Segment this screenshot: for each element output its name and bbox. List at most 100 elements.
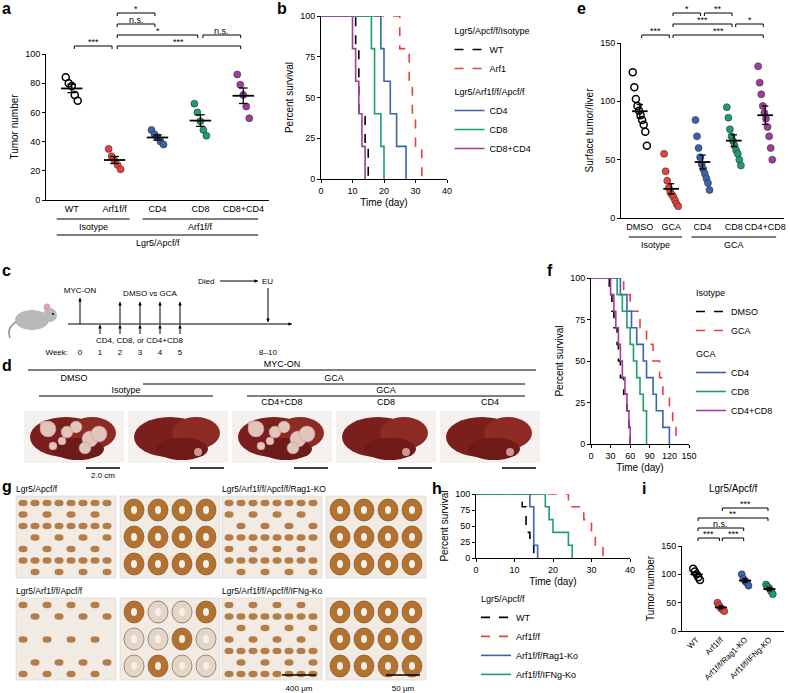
svg-text:0: 0 (465, 553, 470, 563)
svg-text:DMSO vs GCA: DMSO vs GCA (123, 289, 177, 298)
svg-text:Lgr5/Arf1f/f/Apcf/f/Rag1-KO: Lgr5/Arf1f/f/Apcf/f/Rag1-KO (222, 484, 326, 494)
svg-text:Arf1f/f/IFNg-Ko: Arf1f/f/IFNg-Ko (516, 670, 576, 680)
svg-text:n.s.: n.s. (214, 26, 229, 36)
svg-text:Isotype: Isotype (696, 288, 725, 298)
svg-text:MYC-ON: MYC-ON (264, 359, 301, 369)
svg-text:80: 80 (30, 78, 40, 88)
svg-text:3: 3 (138, 348, 143, 357)
svg-text:CD8+CD4: CD8+CD4 (490, 144, 531, 154)
svg-text:CD4+CD8: CD4+CD8 (745, 222, 786, 232)
svg-text:40: 40 (30, 137, 40, 147)
svg-text:WT: WT (516, 613, 530, 623)
svg-text:50 μm: 50 μm (392, 684, 415, 693)
svg-text:20: 20 (379, 186, 389, 196)
svg-text:Arf1f/f: Arf1f/f (103, 204, 128, 214)
svg-text:CD4: CD4 (148, 204, 166, 214)
svg-text:Arf1f/f: Arf1f/f (516, 632, 541, 642)
svg-text:Lgr5/Arf1f/f/Apcf/f: Lgr5/Arf1f/f/Apcf/f (455, 87, 526, 97)
svg-text:Tumor number: Tumor number (9, 94, 20, 160)
svg-text:CD8: CD8 (377, 397, 395, 407)
svg-text:***: *** (650, 26, 661, 36)
svg-text:40: 40 (442, 186, 452, 196)
svg-text:100: 100 (600, 96, 615, 106)
svg-text:CD4+CD8: CD4+CD8 (261, 397, 302, 407)
svg-text:Lgr5/Apcf/f: Lgr5/Apcf/f (709, 483, 758, 494)
svg-text:Lgr5/Apcf/f/Isotype: Lgr5/Apcf/f/Isotype (455, 26, 530, 36)
svg-text:DMSO: DMSO (61, 373, 88, 383)
svg-text:5: 5 (178, 348, 183, 357)
svg-text:30: 30 (606, 451, 616, 461)
svg-text:Arf1: Arf1 (490, 64, 507, 74)
svg-text:60: 60 (625, 451, 635, 461)
svg-text:50: 50 (605, 155, 615, 165)
svg-text:0: 0 (610, 213, 615, 223)
svg-text:CD4+CD8: CD4+CD8 (731, 406, 772, 416)
svg-text:Isotype: Isotype (111, 385, 140, 395)
svg-text:75: 75 (575, 315, 585, 325)
svg-text:GCA: GCA (731, 326, 751, 336)
svg-text:20: 20 (548, 565, 558, 575)
svg-text:Isotype: Isotype (79, 222, 108, 232)
svg-text:n.s.: n.s. (713, 519, 728, 529)
svg-text:100: 100 (570, 273, 585, 283)
svg-text:*: * (134, 4, 138, 14)
svg-text:Lgr5/Arf1f/f/Apcf/f: Lgr5/Arf1f/f/Apcf/f (16, 586, 83, 596)
svg-text:CD8: CD8 (191, 204, 209, 214)
svg-text:**: ** (729, 509, 737, 519)
svg-text:EU: EU (262, 277, 273, 286)
svg-text:***: *** (728, 529, 739, 539)
svg-text:**: ** (714, 4, 722, 14)
svg-text:30: 30 (586, 565, 596, 575)
svg-text:*: * (156, 26, 160, 36)
svg-text:Tumor number: Tumor number (645, 555, 656, 621)
svg-text:n.s.: n.s. (129, 15, 144, 25)
svg-text:Isotype: Isotype (641, 240, 670, 250)
svg-text:40: 40 (625, 565, 635, 575)
svg-text:75: 75 (460, 505, 470, 515)
svg-text:0: 0 (580, 439, 585, 449)
svg-text:Arf1f/f: Arf1f/f (188, 222, 213, 232)
svg-text:Percent survival: Percent survival (284, 62, 295, 133)
svg-text:60: 60 (30, 108, 40, 118)
svg-text:Week:: Week: (45, 348, 68, 357)
svg-text:50: 50 (305, 93, 315, 103)
svg-text:WT: WT (686, 635, 701, 650)
svg-text:Arf1f/f: Arf1f/f (704, 635, 726, 657)
svg-text:GCA: GCA (661, 222, 681, 232)
svg-text:***: *** (740, 499, 751, 509)
svg-text:0: 0 (588, 451, 593, 461)
svg-text:4: 4 (158, 348, 163, 357)
svg-text:CD4: CD4 (481, 397, 499, 407)
svg-text:10: 10 (347, 186, 357, 196)
svg-text:0: 0 (671, 626, 676, 636)
svg-text:CD4: CD4 (693, 222, 711, 232)
svg-text:CD4: CD4 (490, 106, 508, 116)
svg-text:1: 1 (98, 348, 103, 357)
svg-text:Arf1f/f/Rag1-KO: Arf1f/f/Rag1-KO (703, 635, 750, 682)
svg-text:0: 0 (473, 565, 478, 575)
svg-text:CD8: CD8 (731, 387, 749, 397)
svg-text:0: 0 (310, 174, 315, 184)
svg-text:100: 100 (455, 489, 470, 499)
svg-text:50: 50 (460, 521, 470, 531)
svg-text:CD4: CD4 (731, 368, 749, 378)
svg-text:DMSO: DMSO (626, 222, 653, 232)
svg-text:CD4, CD8, or CD4+CD8: CD4, CD8, or CD4+CD8 (96, 336, 183, 345)
svg-text:Lgr5/Apcf/f: Lgr5/Apcf/f (16, 484, 58, 494)
svg-text:25: 25 (305, 133, 315, 143)
svg-text:20: 20 (30, 166, 40, 176)
svg-text:Percent survival: Percent survival (439, 490, 450, 561)
svg-text:***: *** (703, 529, 714, 539)
svg-text:*: * (748, 15, 752, 25)
svg-text:10: 10 (509, 565, 519, 575)
svg-text:Arf1f/f/IFNg-KO: Arf1f/f/IFNg-KO (728, 635, 773, 680)
svg-text:WT: WT (65, 204, 79, 214)
svg-text:0: 0 (318, 186, 323, 196)
svg-text:***: *** (697, 15, 708, 25)
svg-text:Time (day): Time (day) (529, 576, 576, 587)
svg-text:8–10: 8–10 (259, 348, 277, 357)
svg-text:*: * (685, 4, 689, 14)
svg-text:CD8: CD8 (490, 125, 508, 135)
svg-text:Arf1f/f/Rag1-Ko: Arf1f/f/Rag1-Ko (516, 651, 578, 661)
svg-text:***: *** (88, 37, 99, 47)
